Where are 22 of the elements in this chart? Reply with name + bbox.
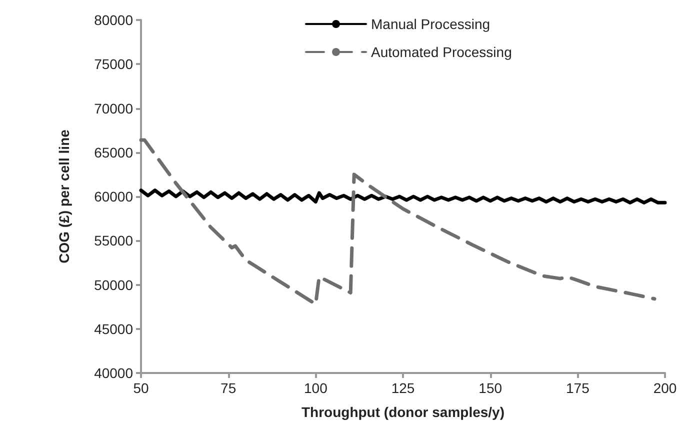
x-tick-label: 125 — [391, 380, 415, 396]
legend-label: Automated Processing — [371, 44, 512, 60]
legend-label: Manual Processing — [371, 16, 490, 32]
y-tick-label: 55000 — [94, 232, 134, 249]
y-axis-title: COG (£) per cell line — [56, 129, 72, 264]
line-series — [139, 138, 656, 306]
y-tick-label: 75000 — [94, 56, 134, 72]
x-tick-label: 100 — [304, 380, 328, 396]
y-tick-label: 70000 — [94, 100, 134, 116]
x-tick-label: 75 — [220, 380, 236, 396]
y-tick-label: 60000 — [94, 188, 134, 204]
x-tick-label: 200 — [653, 380, 677, 396]
x-tick-label: 50 — [133, 380, 149, 396]
line-series — [139, 188, 667, 204]
y-tick-label: 50000 — [94, 276, 134, 293]
y-tick-label: 45000 — [94, 320, 134, 337]
y-tick-label: 40000 — [94, 365, 134, 381]
x-tick-label: 175 — [566, 380, 590, 396]
x-axis-title: Throughput (donor samples/y) — [302, 404, 504, 420]
y-tick-label: 65000 — [94, 144, 134, 160]
x-tick-label: 150 — [478, 380, 502, 396]
y-tick-label: 80000 — [94, 12, 134, 28]
